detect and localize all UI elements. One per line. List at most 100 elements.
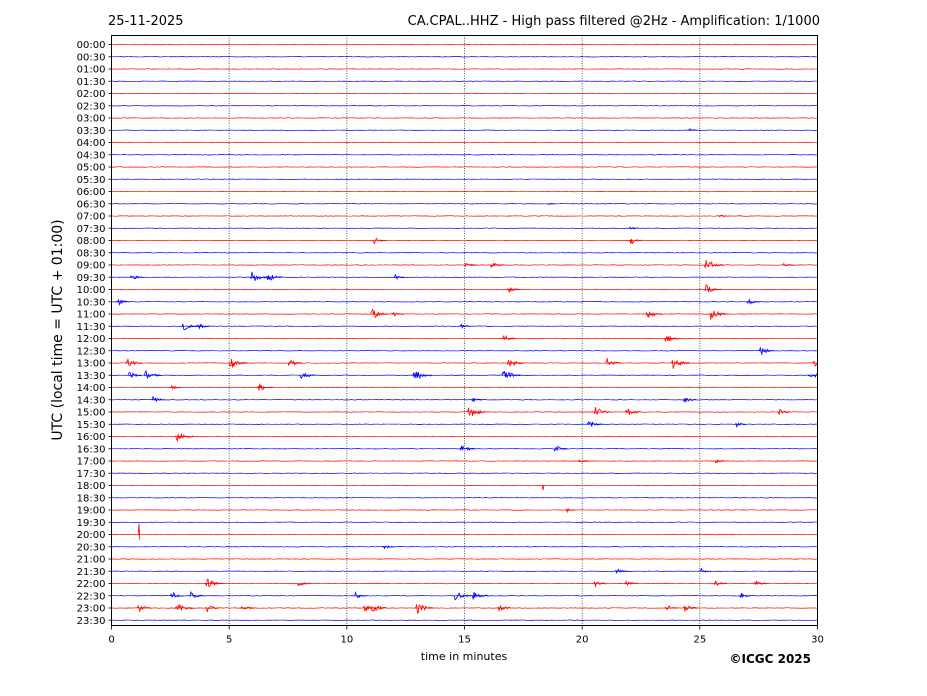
- event-22:30-71: [189, 590, 203, 598]
- x-tick-label-30: 30: [811, 635, 824, 646]
- y-tick-label-05:30: 05:30: [77, 175, 106, 186]
- event-11:00-22: [709, 310, 728, 320]
- y-tick-label-05:00: 05:00: [77, 163, 106, 174]
- event-13:00-32: [506, 360, 524, 367]
- event-13:00-33: [605, 357, 622, 366]
- trace-21:30: [111, 570, 818, 572]
- event-11:30-25: [459, 323, 472, 330]
- trace-15:00: [111, 411, 818, 413]
- event-22:00-64: [205, 578, 223, 588]
- trace-06:30: [111, 203, 818, 205]
- event-11:30-23: [181, 323, 198, 331]
- event-15:00-48: [593, 407, 611, 416]
- trace-21:00: [111, 558, 818, 560]
- event-23:00-76: [137, 604, 152, 613]
- trace-04:30: [111, 154, 818, 156]
- trace-18:30: [111, 497, 818, 499]
- event-15:00-49: [624, 408, 642, 416]
- trace-11:00: [111, 313, 818, 315]
- trace-08:30: [111, 252, 818, 254]
- y-tick-label-08:00: 08:00: [77, 236, 106, 247]
- x-tick-label-0: 0: [108, 635, 114, 646]
- trace-20:00: [111, 533, 818, 536]
- event-09:30-14: [393, 273, 406, 280]
- y-tick-label-09:30: 09:30: [77, 273, 106, 284]
- trace-08:00: [111, 239, 818, 242]
- event-13:00-35: [812, 360, 818, 367]
- event-15:30-52: [734, 422, 747, 428]
- event-13:00-29: [125, 358, 143, 366]
- y-tick-label-13:30: 13:30: [77, 371, 106, 382]
- y-tick-label-07:30: 07:30: [77, 224, 106, 235]
- y-tick-label-17:30: 17:30: [77, 469, 106, 480]
- y-tick-label-14:00: 14:00: [77, 383, 106, 394]
- event-11:30-24: [195, 323, 210, 330]
- plot-frame: [111, 35, 818, 626]
- event-13:00-34: [671, 360, 691, 369]
- event-13:30-39: [412, 371, 433, 380]
- trace-13:00: [111, 362, 818, 364]
- event-23:00-78: [205, 605, 220, 613]
- event-22:30-74: [471, 591, 489, 600]
- event-22:00-68: [713, 580, 727, 587]
- y-tick-label-13:00: 13:00: [77, 359, 106, 370]
- y-tick-label-18:30: 18:30: [77, 493, 106, 504]
- event-09:30-11: [129, 275, 144, 280]
- event-14:30-44: [151, 395, 165, 403]
- event-10:00-15: [506, 287, 521, 294]
- x-tick-label-10: 10: [340, 635, 353, 646]
- y-tick-label-18:00: 18:00: [77, 481, 106, 492]
- y-tick-label-00:00: 00:00: [77, 40, 106, 51]
- event-15:30-51: [586, 420, 603, 427]
- event-09:30-12: [249, 271, 269, 281]
- y-tick-label-16:00: 16:00: [77, 432, 106, 443]
- y-tick-label-10:30: 10:30: [77, 297, 106, 308]
- trace-19:30: [111, 521, 818, 523]
- chart-title: CA.CPAL..HHZ - High pass filtered @2Hz -…: [408, 14, 820, 29]
- y-tick-label-14:30: 14:30: [77, 395, 106, 406]
- y-tick-label-10:00: 10:00: [77, 285, 106, 296]
- event-09:00-10: [782, 262, 794, 267]
- event-16:00-53: [174, 433, 194, 442]
- event-12:00-27: [664, 336, 680, 343]
- trace-19:00: [111, 509, 818, 511]
- y-axis-label: UTC (local time = UTC + 01:00): [50, 219, 66, 440]
- event-13:00-31: [287, 359, 302, 367]
- y-tick-label-08:30: 08:30: [77, 248, 106, 259]
- y-tick-label-01:30: 01:30: [77, 77, 106, 88]
- event-23:00-79: [240, 605, 255, 610]
- trace-03:30: [111, 129, 818, 131]
- event-14:00-43: [257, 383, 273, 391]
- y-tick-label-12:00: 12:00: [77, 334, 106, 345]
- y-tick-label-15:30: 15:30: [77, 420, 106, 431]
- y-tick-label-04:30: 04:30: [77, 150, 106, 161]
- event-22:30-72: [353, 590, 367, 599]
- y-tick-label-11:00: 11:00: [77, 310, 106, 321]
- event-22:00-65: [297, 582, 311, 587]
- y-tick-label-21:30: 21:30: [77, 567, 106, 578]
- event-09:00-9: [704, 260, 724, 269]
- event-11:00-20: [391, 311, 405, 317]
- trace-13:30: [111, 374, 818, 376]
- x-axis-label: time in minutes: [421, 650, 508, 663]
- event-13:30-40: [501, 370, 521, 378]
- x-tick-label-15: 15: [458, 635, 471, 646]
- event-08:00-5: [629, 238, 643, 245]
- trace-02:30: [111, 105, 818, 107]
- y-tick-label-20:30: 20:30: [77, 542, 106, 553]
- y-tick-label-01:00: 01:00: [77, 65, 106, 76]
- y-tick-label-06:30: 06:30: [77, 199, 106, 210]
- event-22:30-73: [452, 592, 472, 601]
- event-22:30-70: [169, 591, 184, 598]
- y-tick-label-16:30: 16:30: [77, 444, 106, 455]
- event-23:00-82: [414, 604, 434, 615]
- y-tick-label-11:30: 11:30: [77, 322, 106, 333]
- event-15:00-47: [466, 407, 487, 416]
- event-16:30-54: [459, 445, 476, 452]
- event-22:00-69: [753, 580, 767, 586]
- event-19:00-59: [565, 507, 576, 514]
- event-23:00-85: [683, 605, 698, 612]
- seismic-traces: [111, 43, 818, 621]
- trace-17:30: [111, 472, 818, 474]
